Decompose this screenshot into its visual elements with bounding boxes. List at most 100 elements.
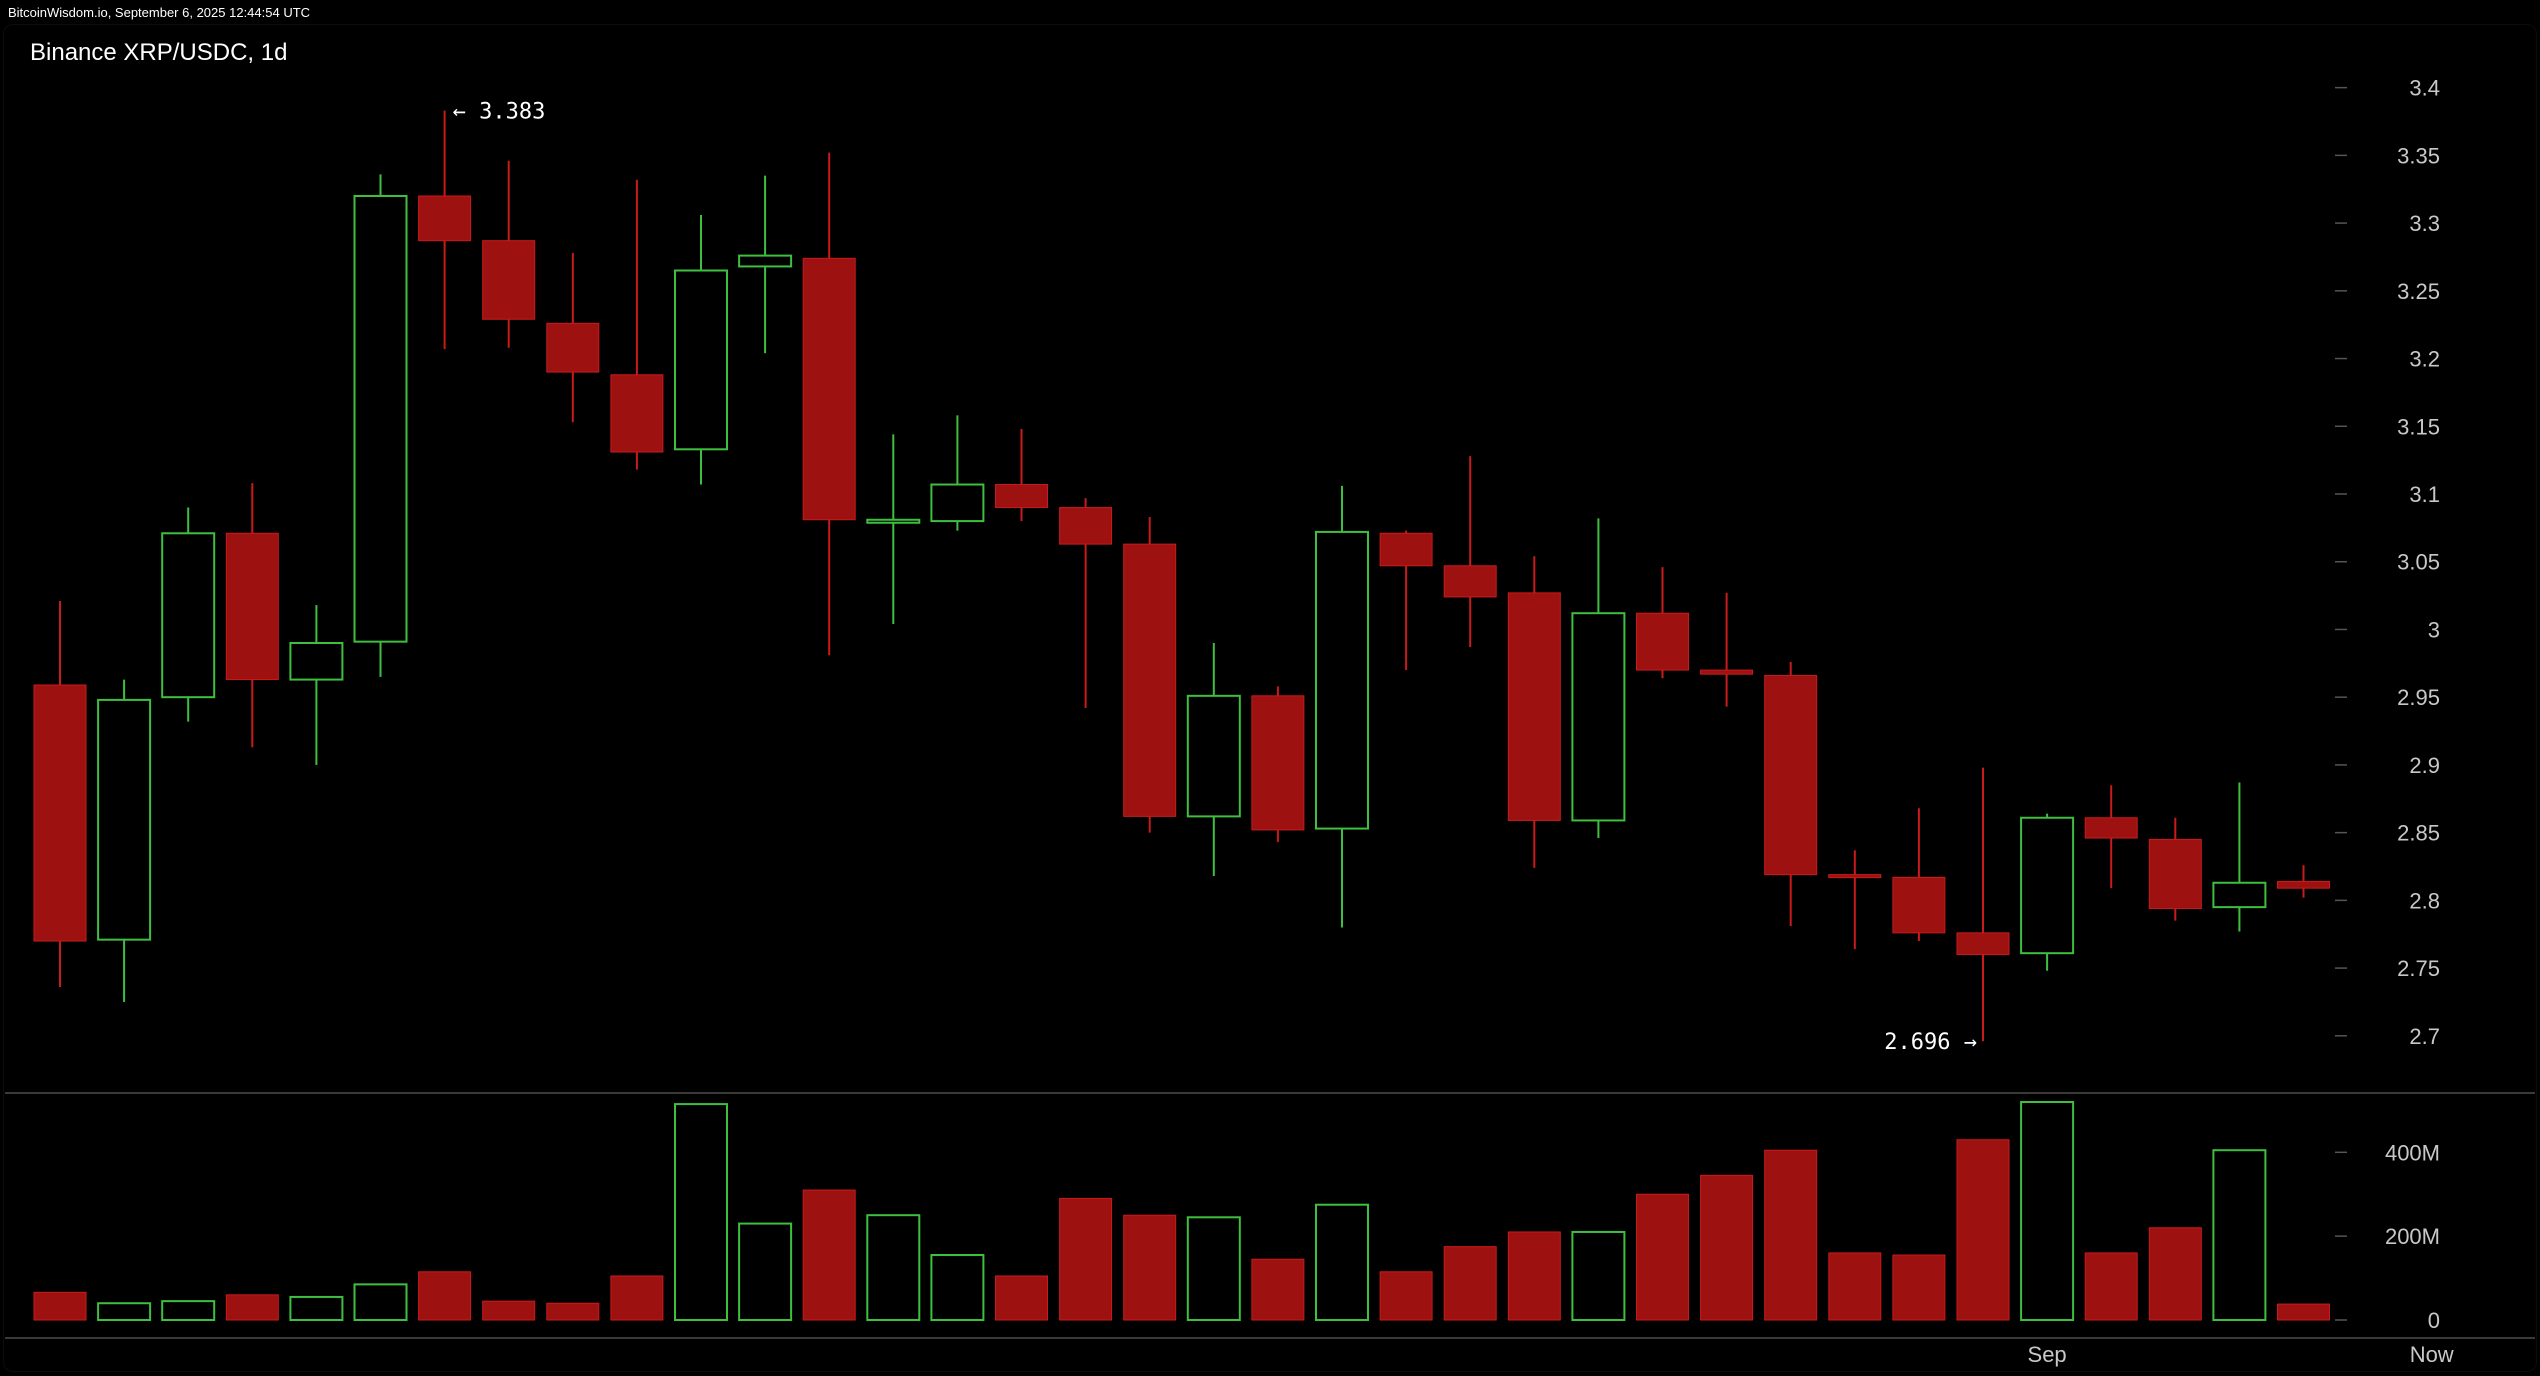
candle-bearish	[1251, 686, 1305, 843]
candle-bullish	[1186, 643, 1241, 876]
candle-body	[2212, 881, 2267, 909]
volume-bar-bullish	[2020, 1101, 2075, 1321]
candle-body	[866, 518, 921, 524]
candle-body	[1443, 565, 1497, 598]
volume-bar-bearish	[1507, 1231, 1561, 1321]
volume-bar-bullish	[1315, 1203, 1369, 1322]
volume-bar-bearish	[1251, 1258, 1305, 1321]
price-tick-label: 3.35	[2397, 143, 2440, 168]
candle-bullish	[2020, 813, 2075, 971]
price-tick-label: 3.1	[2409, 482, 2440, 507]
candle-bullish	[1571, 518, 1626, 839]
volume-bar-bearish	[1123, 1214, 1177, 1321]
candle-body	[738, 254, 793, 268]
candle-body	[546, 322, 600, 373]
volume-bar-bearish	[33, 1291, 87, 1321]
low-price-annotation: 2.696 →	[1884, 1030, 1977, 1055]
candle-body	[1379, 532, 1433, 567]
candle-body	[1700, 669, 1754, 675]
volume-bar-bearish	[482, 1300, 536, 1321]
candle-body	[1315, 530, 1369, 830]
candle-bearish	[1700, 592, 1754, 707]
volume-bar-bearish	[2084, 1252, 2138, 1321]
volume-bar-bearish	[1059, 1197, 1113, 1321]
time-axis-label: Now	[2410, 1342, 2454, 1367]
candle-bearish	[2277, 865, 2330, 898]
price-tick-label: 3.05	[2397, 550, 2440, 575]
chart-title: Binance XRP/USDC, 1d	[30, 39, 287, 66]
candle-bullish	[1315, 485, 1369, 928]
candle-bullish	[353, 174, 408, 677]
price-tick-label: 3.3	[2409, 211, 2440, 236]
candle-body	[610, 374, 664, 453]
candle-body	[418, 195, 472, 242]
candle-body	[1764, 675, 1818, 876]
price-tick-label: 3.15	[2397, 414, 2440, 439]
price-tick-label: 2.9	[2409, 753, 2440, 778]
volume-bar-bearish	[1764, 1149, 1818, 1321]
candle-body	[2277, 880, 2330, 889]
volume-tick-label: 0	[2428, 1308, 2440, 1333]
candle-bearish	[995, 428, 1048, 522]
candle-body	[353, 195, 408, 643]
volume-bar-bearish	[1636, 1193, 1689, 1321]
price-tick-label: 2.8	[2409, 888, 2440, 913]
candle-bullish	[738, 175, 793, 354]
volume-bar-bullish	[1186, 1216, 1241, 1321]
candle-bullish	[289, 605, 344, 765]
candle-bearish	[225, 483, 279, 748]
candle-body	[674, 269, 728, 451]
volume-bars	[33, 1101, 2330, 1322]
candle-bearish	[1828, 850, 1882, 950]
candle-bearish	[546, 252, 600, 423]
volume-bar-bearish	[1956, 1139, 2010, 1321]
annotations: ← 3.383 2.696 →	[453, 100, 1977, 1056]
volume-bar-bearish	[1828, 1252, 1882, 1321]
candle-bearish	[482, 160, 536, 348]
price-tick-label: 2.75	[2397, 956, 2440, 981]
axis-labels: 3.4 3.35 3.3 3.25 3.2 3.15 3.1 3.05 3 2.95 2.9 2.85…	[2028, 76, 2454, 1367]
candle-bearish	[1956, 767, 2010, 1042]
volume-bar-bearish	[1700, 1174, 1754, 1321]
time-axis-label: Sep	[2028, 1342, 2067, 1367]
volume-tick-label: 200M	[2385, 1224, 2440, 1249]
volume-bar-bullish	[1571, 1230, 1626, 1322]
candle-body	[225, 532, 279, 681]
volume-bar-bearish	[1379, 1271, 1433, 1321]
candle-body	[1059, 507, 1113, 545]
candle-bearish	[2148, 817, 2202, 921]
candle-bearish	[33, 601, 87, 988]
candle-bearish	[610, 179, 664, 470]
candle-bearish	[1123, 517, 1177, 833]
candle-body	[482, 240, 536, 320]
candle-bullish	[866, 434, 921, 625]
volume-tick-label: 400M	[2385, 1140, 2440, 1165]
candle-bearish	[1059, 498, 1113, 709]
price-tick-label: 3.2	[2409, 347, 2440, 372]
candle-body	[97, 698, 152, 941]
candle-body	[2084, 817, 2138, 839]
candle-body	[1571, 612, 1626, 822]
candle-body	[1251, 695, 1305, 831]
price-tick-label: 2.85	[2397, 821, 2440, 846]
candle-bearish	[1443, 456, 1497, 648]
price-candles	[33, 110, 2330, 1042]
candle-bearish	[802, 152, 856, 656]
price-tick-label: 3.4	[2409, 76, 2440, 101]
volume-bar-bearish	[995, 1275, 1048, 1321]
volume-bar-bullish	[674, 1103, 728, 1322]
candle-body	[930, 483, 985, 523]
price-tick-label: 3	[2428, 617, 2440, 642]
candle-bearish	[1636, 567, 1689, 679]
volume-bar-bearish	[418, 1271, 472, 1321]
volume-bar-bullish	[930, 1254, 985, 1322]
volume-bar-bearish	[1443, 1246, 1497, 1321]
volume-bar-bearish	[546, 1302, 600, 1321]
candle-bearish	[1507, 556, 1561, 868]
candle-bearish	[1379, 530, 1433, 671]
source-timestamp: BitcoinWisdom.io, September 6, 2025 12:4…	[8, 5, 311, 20]
volume-bar-bullish	[289, 1295, 344, 1321]
candle-body	[2020, 816, 2075, 955]
